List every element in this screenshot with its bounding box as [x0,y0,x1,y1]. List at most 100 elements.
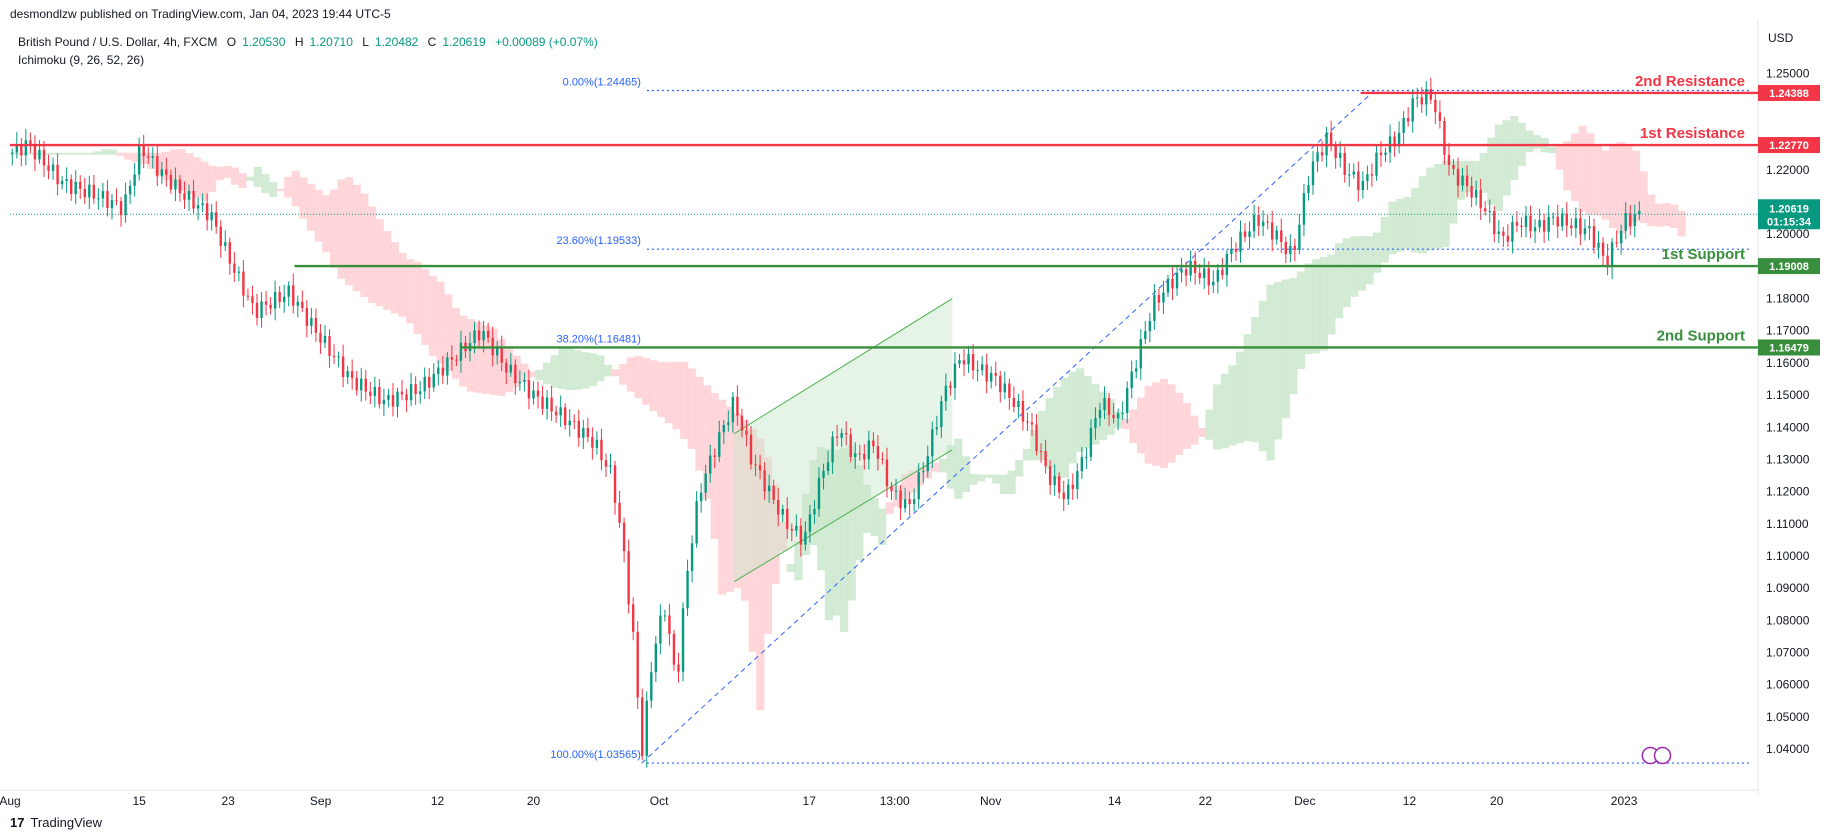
candle-body[interactable] [1271,222,1274,240]
candle-body[interactable] [1094,418,1097,429]
candle-body[interactable] [563,407,567,426]
candle-body[interactable] [604,460,608,467]
candle-body[interactable] [971,353,975,371]
candle-body[interactable] [305,307,309,326]
candle-body[interactable] [60,181,64,185]
candle-body[interactable] [854,453,857,458]
candle-body[interactable] [514,364,517,384]
candle-body[interactable] [1085,456,1088,458]
candle-body[interactable] [101,191,105,199]
candle-body[interactable] [1189,260,1192,276]
candle-body[interactable] [418,391,422,395]
candle-body[interactable] [600,439,603,461]
candle-body[interactable] [958,360,961,364]
candle-body[interactable] [42,149,46,166]
candle-body[interactable] [523,380,526,382]
candle-body[interactable] [894,490,898,492]
candle-body[interactable] [663,615,667,617]
candle-body[interactable] [79,181,82,189]
candle-body[interactable] [1248,231,1251,237]
candle-body[interactable] [1456,168,1460,186]
candle-body[interactable] [668,615,671,634]
candle-body[interactable] [219,226,222,246]
candle-body[interactable] [1076,471,1079,490]
candle-body[interactable] [1434,99,1437,113]
candle-body[interactable] [844,432,848,435]
channel-lower-line[interactable] [733,449,953,583]
candle-body[interactable] [831,436,834,463]
candle-body[interactable] [196,205,200,209]
candle-body[interactable] [369,391,372,396]
candle-body[interactable] [1343,153,1346,175]
candle-body[interactable] [1080,457,1084,472]
candle-body[interactable] [1520,225,1523,227]
candle-body[interactable] [337,356,340,358]
candle-body[interactable] [314,318,318,333]
candle-body[interactable] [577,420,580,438]
footer-brand[interactable]: TradingView [30,815,103,830]
candle-body[interactable] [994,373,997,376]
candle-body[interactable] [1098,410,1102,419]
candle-body[interactable] [953,363,957,388]
candle-body[interactable] [736,396,739,416]
candle-body[interactable] [1298,224,1301,250]
candle-body[interactable] [455,359,458,361]
candle-body[interactable] [1416,97,1419,99]
candle-body[interactable] [650,672,653,701]
candle-body[interactable] [210,212,213,221]
candle-body[interactable] [1411,98,1414,122]
candle-body[interactable] [1044,451,1047,467]
candle-body[interactable] [1307,185,1310,194]
candle-body[interactable] [1293,245,1297,250]
candle-body[interactable] [636,631,639,698]
candle-body[interactable] [156,156,159,177]
candle-body[interactable] [1103,397,1106,411]
candle-body[interactable] [97,198,100,200]
candle-body[interactable] [432,373,435,388]
candle-body[interactable] [1638,211,1641,215]
candle-body[interactable] [1030,422,1034,425]
candle-body[interactable] [88,184,91,198]
candle-body[interactable] [414,384,417,395]
candle-body[interactable] [808,514,812,532]
candle-body[interactable] [301,301,304,308]
candle-body[interactable] [595,439,599,448]
candle-body[interactable] [292,285,295,306]
candle-body[interactable] [246,295,250,297]
candle-body[interactable] [1447,154,1451,165]
candle-body[interactable] [1493,211,1496,235]
candle-body[interactable] [278,291,281,302]
candle-body[interactable] [727,422,730,425]
candle-body[interactable] [187,190,191,200]
tradingview-logo-icon[interactable]: 17 [10,815,25,830]
candle-body[interactable] [1234,248,1238,252]
candle-body[interactable] [1067,484,1070,500]
candle-body[interactable] [160,169,164,177]
candle-body[interactable] [269,304,272,309]
candle-body[interactable] [233,263,236,273]
candle-body[interactable] [967,353,970,365]
candle-body[interactable] [545,397,549,409]
candle-body[interactable] [1425,89,1428,105]
candle-body[interactable] [1135,368,1138,372]
candle-body[interactable] [396,391,399,407]
candle-body[interactable] [772,485,775,500]
candle-body[interactable] [582,428,585,438]
candle-body[interactable] [912,499,916,505]
candle-body[interactable] [686,570,689,609]
candle-body[interactable] [387,394,390,400]
candle-body[interactable] [541,396,544,409]
candle-body[interactable] [409,384,413,401]
candle-body[interactable] [559,407,562,416]
candle-body[interactable] [1583,228,1587,235]
candle-body[interactable] [328,335,331,356]
candle-body[interactable] [763,470,766,492]
candle-body[interactable] [641,697,644,756]
candle-body[interactable] [795,525,798,531]
candle-body[interactable] [1216,269,1220,282]
candle-body[interactable] [332,355,336,358]
candle-body[interactable] [672,633,676,665]
candle-body[interactable] [654,643,658,673]
candle-body[interactable] [1352,171,1355,175]
candle-body[interactable] [922,471,925,473]
